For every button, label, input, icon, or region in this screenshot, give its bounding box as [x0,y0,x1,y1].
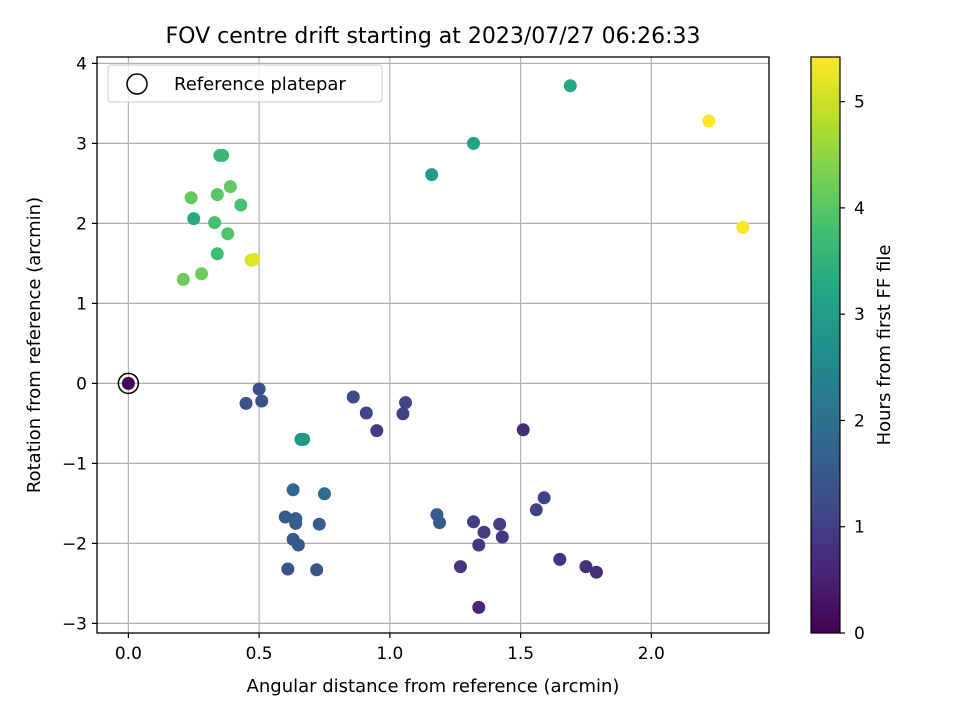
colorbar-tick-label: 0 [854,624,865,644]
legend-entry-reference: Reference platepar [174,74,346,95]
scatter-point [370,424,384,438]
scatter-point [312,517,326,531]
scatter-point [579,560,593,574]
y-tick-label: 3 [76,134,87,154]
scatter-point [187,212,201,226]
scatter-point [529,503,543,517]
scatter-point [247,252,261,266]
scatter-point [184,191,198,205]
scatter-point [234,198,248,212]
legend: Reference platepar [107,64,383,103]
legend-marker [126,73,148,95]
scatter-point [736,220,750,234]
scatter-point [310,563,324,577]
y-tick-label: −1 [62,454,87,474]
scatter-point [121,376,135,390]
scatter-point [252,382,266,396]
x-tick-label: 0.0 [115,644,142,664]
scatter-point [467,136,481,150]
scatter-point [495,530,509,544]
scatter-point [472,538,486,552]
scatter-point [537,491,551,505]
y-axis-ticks: −3 −2 −1 0 1 2 3 4 [62,54,97,634]
scatter-point [346,390,360,404]
scatter-point [516,423,530,437]
reference-point [117,372,140,395]
plot-frame [96,56,770,634]
colorbar-tick-label: 3 [854,305,865,325]
colorbar-tick-label: 4 [854,199,865,219]
y-tick-label: 2 [76,214,87,234]
colorbar-tick-label: 2 [854,411,865,431]
scatter-point [297,432,311,446]
scatter-point [396,407,410,421]
scatter-point [702,114,716,128]
scatter-point [210,188,224,202]
scatter-point [255,394,269,408]
y-tick-label: 4 [76,54,87,74]
scatter-point [286,532,300,546]
x-axis-ticks: 0.0 0.5 1.0 1.5 2.0 [115,633,665,664]
legend-box [107,64,383,103]
scatter-point [472,600,486,614]
scatter-point [286,483,300,497]
x-axis-label: Angular distance from reference (arcmin) [247,676,620,697]
data-points [121,79,750,614]
scatter-point [221,227,235,241]
scatter-point [176,272,190,286]
scatter-point [195,267,209,281]
x-tick-label: 1.5 [507,644,534,664]
colorbar-label: Hours from first FF file [874,245,895,446]
scatter-point [467,515,481,529]
scatter-point [453,560,467,574]
scatter-point [563,79,577,93]
scatter-point [317,487,331,501]
scatter-point [210,247,224,261]
colorbar-tick-label: 5 [854,93,865,113]
scatter-point [493,517,507,531]
scatter-point [589,565,603,579]
scatter-point [399,396,413,410]
y-tick-label: 1 [76,294,87,314]
scatter-point [278,510,292,524]
y-tick-label: −2 [62,534,87,554]
scatter-point [208,216,222,230]
y-tick-label: −3 [62,614,87,634]
scatter-point [213,148,227,162]
x-tick-label: 1.0 [376,644,403,664]
scatter-point [425,168,439,182]
chart-title: FOV centre drift starting at 2023/07/27 … [166,24,701,49]
x-tick-label: 2.0 [638,644,665,664]
colorbar: 0 1 2 3 4 5 Hours from first FF file [810,56,895,644]
colorbar-gradient [810,56,841,634]
y-tick-label: 0 [76,374,87,394]
grid-lines [97,57,769,633]
scatter-point [289,516,303,530]
colorbar-tick-label: 1 [854,518,865,538]
scatter-point [223,180,237,194]
scatter-point [281,562,295,576]
scatter-point [239,396,253,410]
reference-marker [117,372,140,395]
y-axis-label: Rotation from reference (arcmin) [24,197,45,493]
x-tick-label: 0.5 [246,644,273,664]
scatter-point [433,516,447,530]
scatter-point [477,525,491,539]
scatter-point [359,406,373,420]
scatter-point [553,552,567,566]
colorbar-ticks: 0 1 2 3 4 5 [840,93,865,644]
